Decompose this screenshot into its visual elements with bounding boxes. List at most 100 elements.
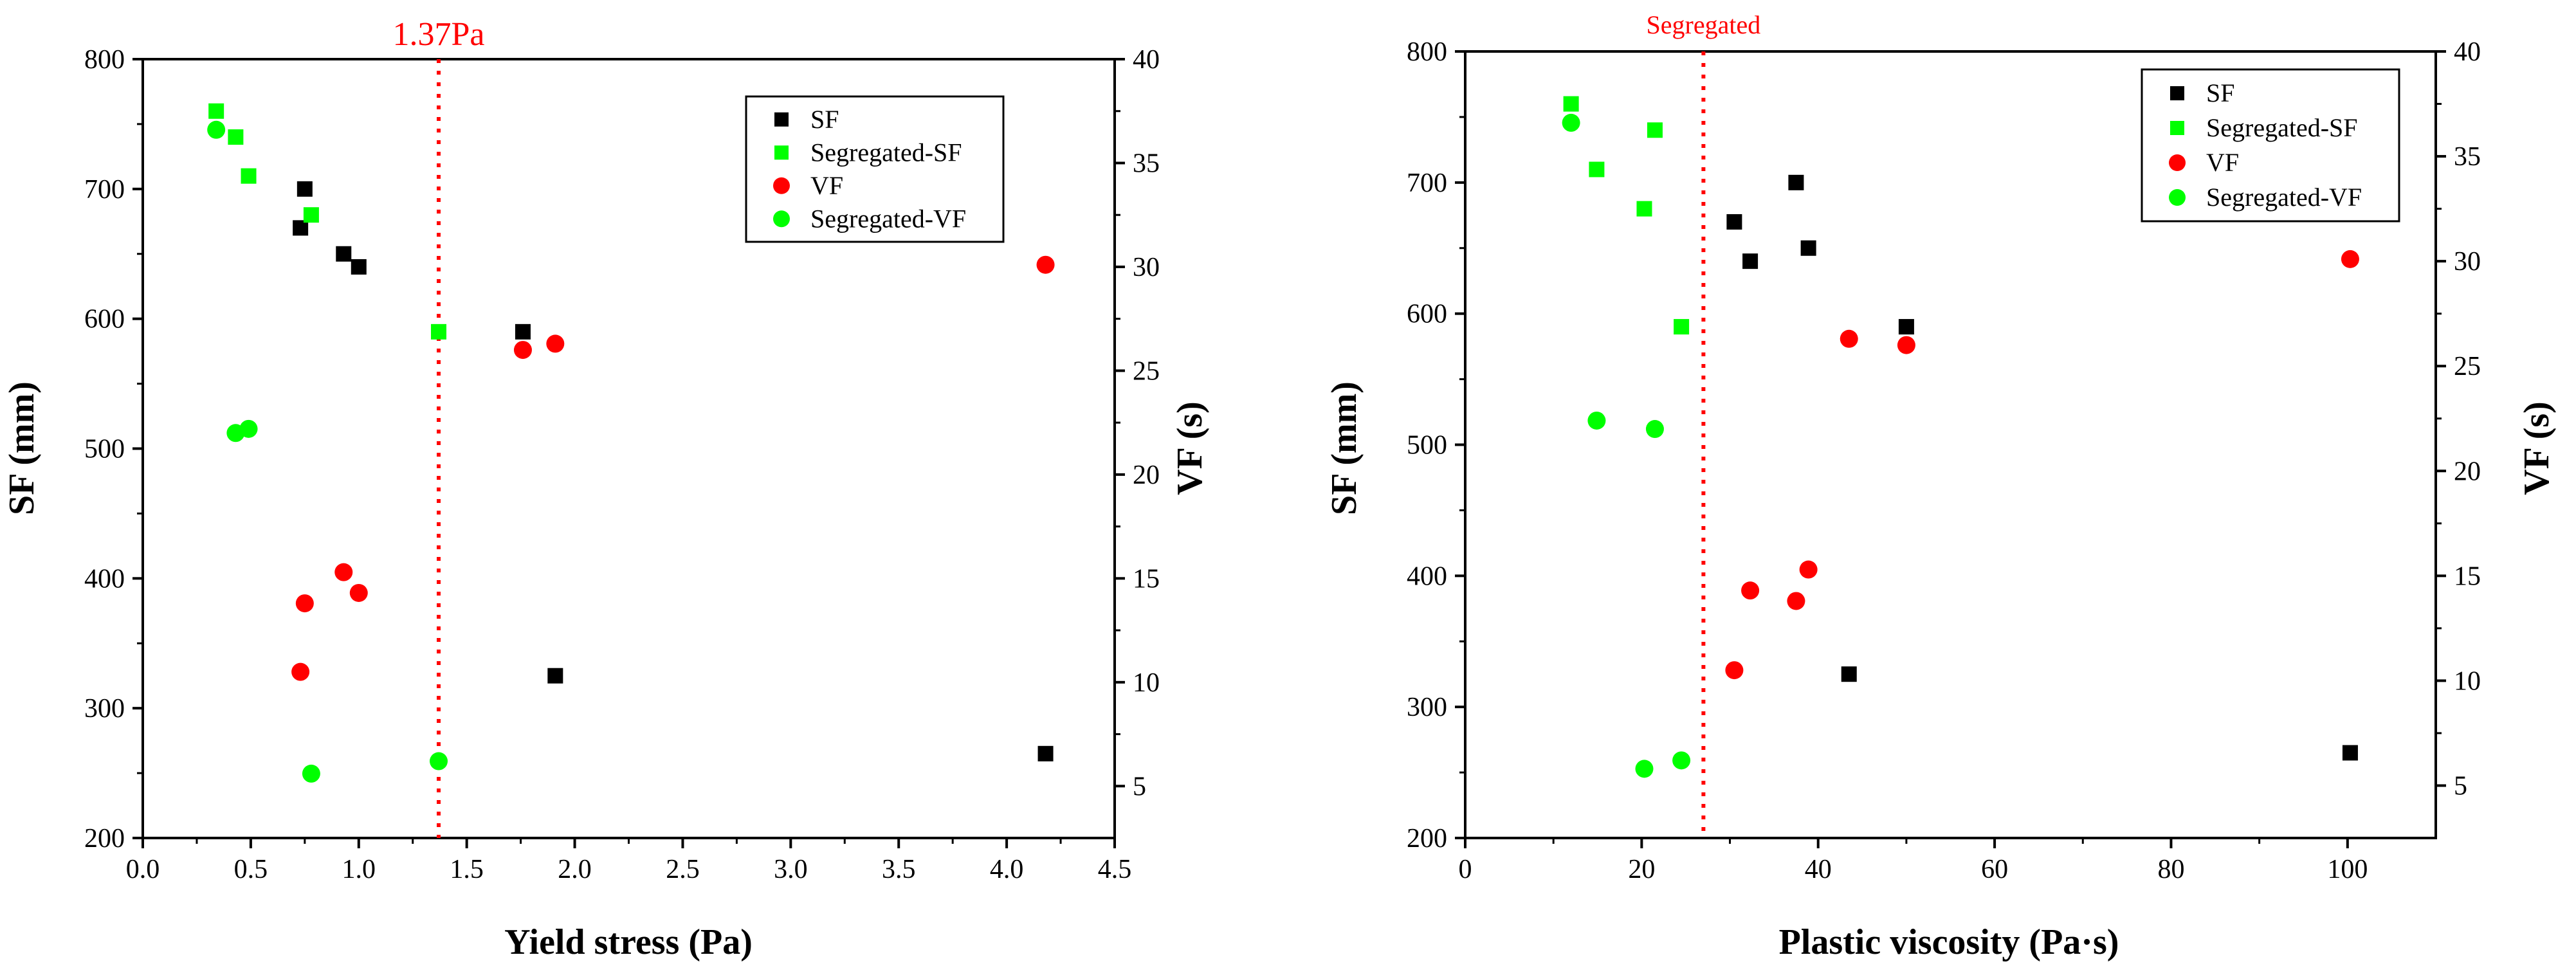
y2-tick-label: 5 bbox=[1133, 772, 1146, 801]
y2-tick-label: 15 bbox=[1133, 564, 1160, 594]
y2-tick-label: 35 bbox=[1133, 149, 1160, 178]
data-point-circle bbox=[1645, 420, 1664, 439]
y-tick-label: 200 bbox=[1407, 824, 1447, 853]
data-point-circle bbox=[239, 419, 258, 438]
legend-marker-square bbox=[2170, 86, 2184, 100]
data-point-circle bbox=[2341, 250, 2359, 268]
data-point-circle bbox=[1799, 560, 1818, 579]
y2-tick-label: 25 bbox=[2454, 352, 2481, 381]
y2-tick-label: 20 bbox=[2454, 457, 2481, 486]
data-point-circle bbox=[207, 120, 226, 139]
x-tick-label: 3.5 bbox=[882, 855, 916, 884]
chart-panel-right: 0 20 40 60 80 100 200 300 400 500 600 700 800 5 10 15 20… bbox=[1324, 10, 2557, 962]
data-point-square bbox=[1037, 745, 1054, 761]
series-segregated-sf bbox=[208, 103, 447, 340]
x-axis-title: Yield stress (Pa) bbox=[504, 922, 753, 962]
data-point-circle bbox=[334, 563, 353, 581]
data-point-square bbox=[1898, 319, 1914, 335]
data-point-circle bbox=[1635, 760, 1654, 778]
data-point-square bbox=[1647, 122, 1663, 138]
data-point-square bbox=[1742, 253, 1758, 269]
legend-label: Segregated-SF bbox=[810, 138, 962, 167]
legend-label: Segregated-SF bbox=[2206, 113, 2358, 142]
data-point-circle bbox=[430, 752, 448, 770]
legend-label: Segregated-VF bbox=[2206, 183, 2362, 212]
data-point-square bbox=[1726, 214, 1742, 230]
data-point-square bbox=[303, 207, 319, 223]
series-sf bbox=[1726, 174, 2358, 761]
data-point-square bbox=[1841, 666, 1857, 682]
data-point-circle bbox=[295, 594, 314, 613]
data-point-circle bbox=[1840, 329, 1858, 348]
data-point-square bbox=[336, 246, 352, 262]
data-point-square bbox=[1800, 240, 1816, 256]
x-axis-title: Plastic viscosity (Pa·s) bbox=[1779, 922, 2119, 962]
x-tick-label: 2.5 bbox=[666, 855, 700, 884]
x-tick-label: 4.5 bbox=[1098, 855, 1132, 884]
y-tick-label: 400 bbox=[84, 564, 125, 594]
data-point-square bbox=[2342, 745, 2358, 761]
y-tick-label: 300 bbox=[1407, 693, 1447, 722]
chart-panel-left: 0.0 0.5 1.0 1.5 2.0 2.5 3.0 3.5 4.0 4.5 200 300 400 5… bbox=[2, 16, 1210, 962]
x-tick-label: 4.0 bbox=[990, 855, 1024, 884]
x-tick-label: 0.0 bbox=[126, 855, 160, 884]
x-tick-label: 0 bbox=[1459, 855, 1472, 884]
data-point-circle bbox=[291, 662, 310, 681]
legend-marker-square bbox=[2170, 121, 2184, 135]
y-tick-label: 800 bbox=[84, 45, 125, 75]
legend-marker-circle bbox=[2169, 154, 2186, 171]
y-tick-label: 600 bbox=[84, 305, 125, 334]
series-sf bbox=[293, 181, 1054, 761]
data-point-square bbox=[228, 129, 244, 145]
y2-tick-label: 25 bbox=[1133, 356, 1160, 386]
legend-marker-square bbox=[774, 145, 789, 160]
data-point-circle bbox=[1897, 336, 1915, 354]
series-segregated-sf bbox=[1563, 96, 1690, 335]
legend-label: VF bbox=[2206, 148, 2239, 177]
x-tick-label: 100 bbox=[2327, 855, 2368, 884]
y2-tick-label: 20 bbox=[1133, 460, 1160, 490]
data-point-square bbox=[1636, 201, 1652, 217]
y2-tick-label: 40 bbox=[1133, 45, 1160, 75]
data-point-circle bbox=[302, 764, 320, 783]
x-tick-label: 20 bbox=[1628, 855, 1655, 884]
legend-label: VF bbox=[810, 171, 843, 200]
y-tick-label: 800 bbox=[1407, 37, 1447, 67]
y-tick-label: 700 bbox=[84, 175, 125, 205]
legend-label: SF bbox=[810, 105, 839, 134]
data-point-square bbox=[515, 323, 531, 340]
legend-marker-circle bbox=[773, 210, 790, 228]
y2-tick-label: 10 bbox=[2454, 666, 2481, 696]
series-vf bbox=[1725, 250, 2359, 680]
legend: SF Segregated-SF VF Segregated-VF bbox=[2141, 68, 2400, 223]
data-point-square bbox=[241, 168, 257, 184]
y-tick-label: 400 bbox=[1407, 561, 1447, 591]
data-point-square bbox=[297, 181, 313, 197]
data-point-circle bbox=[1562, 113, 1580, 132]
y-tick-label: 700 bbox=[1407, 169, 1447, 198]
y2-tick-label: 30 bbox=[1133, 253, 1160, 282]
y2-axis-title: VF (s) bbox=[2517, 401, 2557, 495]
data-point-square bbox=[208, 103, 224, 119]
data-point-circle bbox=[546, 334, 565, 353]
y2-axis-title: VF (s) bbox=[1170, 401, 1210, 495]
data-point-square bbox=[1674, 319, 1690, 335]
y2-tick-label: 5 bbox=[2454, 771, 2467, 801]
data-point-square bbox=[1788, 174, 1804, 190]
y2-tick-label: 40 bbox=[2454, 37, 2481, 67]
x-tick-label: 0.5 bbox=[234, 855, 268, 884]
x-tick-label: 2.0 bbox=[558, 855, 592, 884]
legend-marker-circle bbox=[2169, 189, 2186, 206]
y2-tick-label: 35 bbox=[2454, 142, 2481, 172]
x-tick-label: 1.5 bbox=[450, 855, 484, 884]
y-tick-label: 200 bbox=[84, 824, 125, 853]
y-axis-title: SF (mm) bbox=[2, 381, 42, 515]
x-tick-label: 60 bbox=[1981, 855, 2008, 884]
data-point-circle bbox=[1672, 751, 1691, 770]
legend-label: SF bbox=[2206, 78, 2235, 107]
y-axis-title: SF (mm) bbox=[1324, 381, 1364, 515]
data-point-circle bbox=[1787, 592, 1805, 610]
legend-marker-circle bbox=[773, 177, 790, 194]
y-tick-label: 500 bbox=[84, 435, 125, 464]
